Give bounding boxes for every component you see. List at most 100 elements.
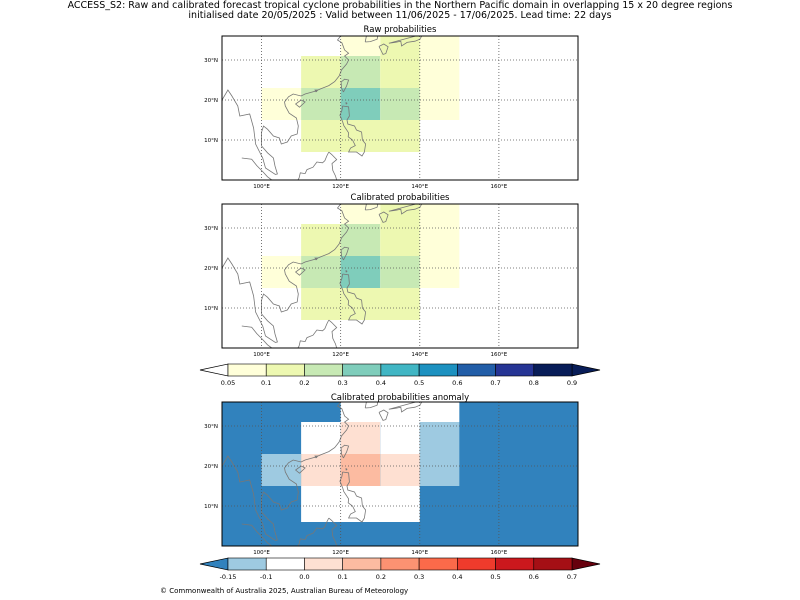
- colorbar-under-extension: [199, 363, 229, 377]
- y-tick-label: 10°N: [204, 504, 218, 510]
- map-panel-3: [222, 402, 578, 546]
- heatmap-cell: [340, 402, 460, 422]
- colorbar-tick-label: 0.7: [567, 573, 577, 581]
- colorbar-tick-label: 0.6: [529, 573, 539, 581]
- map-frame: [221, 203, 579, 349]
- y-tick-label: 20°N: [204, 98, 218, 104]
- coastline: [241, 325, 273, 348]
- colorbar-segment: [495, 557, 535, 571]
- coastline: [328, 517, 338, 546]
- coastline: [222, 402, 350, 541]
- map-frame: [221, 401, 579, 547]
- colorbar-over-extension: [571, 557, 601, 571]
- colorbar-tick-label: 0.5: [490, 573, 500, 581]
- colorbar-tick-label: 0.0: [299, 573, 309, 581]
- colorbar-segment: [265, 557, 305, 571]
- colorbar-segment: [342, 557, 382, 571]
- coastline: [388, 204, 423, 215]
- colorbar-over-extension: [571, 363, 601, 377]
- figure-title-line-1: ACCESS_S2: Raw and calibrated forecast t…: [67, 0, 733, 11]
- colorbar-segment: [533, 363, 573, 377]
- coastline: [340, 78, 350, 93]
- coastline: [364, 36, 379, 43]
- x-tick-label: 160°E: [491, 550, 508, 556]
- coastline: [345, 270, 348, 273]
- colorbar-segment: [342, 363, 382, 377]
- colorbar-segment: [533, 557, 573, 571]
- colorbar-segment: [265, 363, 305, 377]
- panel-title: Raw probabilities: [364, 25, 437, 35]
- heatmap-cell: [340, 224, 381, 256]
- heatmap-cell: [340, 36, 381, 56]
- coastline: [294, 99, 306, 108]
- y-tick-label: 20°N: [204, 266, 218, 272]
- x-tick-label: 100°E: [253, 352, 270, 358]
- colorbar-tick-label: 0.2: [299, 379, 309, 387]
- heatmap-cell: [340, 256, 381, 288]
- coastline: [294, 465, 306, 474]
- coastline: [314, 455, 319, 459]
- colorbar-tick-label: 0.3: [414, 573, 424, 581]
- heatmap-cell: [419, 422, 460, 486]
- x-tick-label: 120°E: [332, 550, 349, 556]
- colorbar-tick-label: 0.7: [490, 379, 500, 387]
- y-tick-label: 20°N: [204, 464, 218, 470]
- coastline: [328, 319, 338, 348]
- coastline: [345, 468, 348, 471]
- coastline: [388, 36, 423, 47]
- coastline: [297, 151, 330, 180]
- colorbar-tick-label: 0.4: [376, 379, 386, 387]
- coastline: [314, 89, 319, 93]
- map-panel-1: [222, 36, 578, 180]
- coastline: [297, 319, 330, 348]
- map-panel-2: [222, 204, 578, 348]
- colorbar-anomaly: -0.15 -0.1 0.0 0.1 0.2 0.3 0.4 0.5 0.6 0.7: [199, 557, 601, 581]
- map-frame: [221, 35, 579, 181]
- heatmap-cell: [340, 204, 381, 224]
- colorbar-segment: [457, 557, 496, 571]
- colorbar-tick-label: 0.2: [376, 573, 386, 581]
- colorbar-segment: [380, 557, 420, 571]
- heatmap-cell: [380, 56, 420, 88]
- heatmap-cell: [419, 36, 460, 120]
- coastline: [339, 471, 367, 523]
- y-tick-label: 10°N: [204, 306, 218, 312]
- panel-title: Calibrated probabilities anomaly: [331, 393, 469, 403]
- heatmap-cell: [301, 256, 341, 288]
- colorbar-tick-label: 0.1: [261, 379, 271, 387]
- coastline: [294, 267, 306, 276]
- heatmap-cell: [380, 422, 420, 454]
- coastline: [339, 273, 367, 325]
- coastline: [222, 204, 350, 343]
- x-tick-label: 140°E: [411, 184, 428, 190]
- heatmap-cell: [380, 36, 420, 56]
- colorbar-tick-label: 0.6: [452, 379, 462, 387]
- heatmap-cell: [301, 486, 420, 522]
- x-tick-label: 140°E: [411, 352, 428, 358]
- coastline: [378, 409, 389, 421]
- colorbar-tick-label: 0.3: [337, 379, 347, 387]
- coastline: [345, 102, 348, 105]
- colorbar-segment: [380, 363, 420, 377]
- x-tick-label: 160°E: [491, 184, 508, 190]
- colorbar-segment: [227, 363, 267, 377]
- copyright-notice: © Commonwealth of Australia 2025, Austra…: [160, 587, 409, 595]
- colorbar-tick-label: -0.15: [220, 573, 237, 581]
- y-tick-label: 30°N: [204, 58, 218, 64]
- coastline: [339, 105, 367, 157]
- heatmap-cell: [380, 204, 420, 224]
- heatmap-cell: [301, 56, 341, 88]
- coastline: [378, 211, 389, 223]
- x-tick-label: 100°E: [253, 550, 270, 556]
- heatmap-cell: [340, 454, 381, 486]
- coastline: [222, 36, 350, 175]
- y-tick-label: 30°N: [204, 424, 218, 430]
- colorbar-tick-label: 0.4: [452, 573, 462, 581]
- colorbar-tick-label: 0.9: [567, 379, 577, 387]
- colorbar-segment: [418, 557, 458, 571]
- coastline: [364, 204, 379, 211]
- coastline: [340, 444, 350, 459]
- colorbar-segment: [418, 363, 458, 377]
- colorbar-tick-label: 0.5: [414, 379, 424, 387]
